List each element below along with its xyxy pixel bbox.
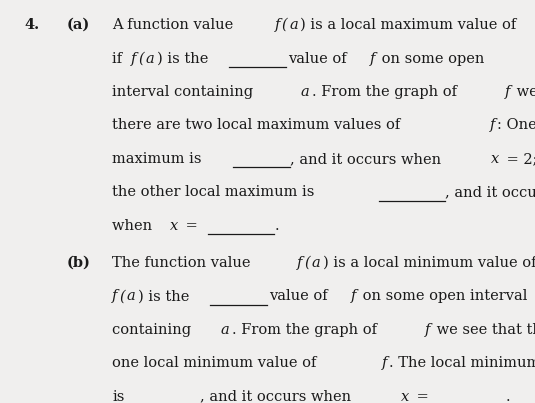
Text: ) is the: ) is the [138,289,189,303]
Text: f: f [132,52,137,66]
Text: .: . [274,219,279,233]
Text: value of: value of [288,52,351,66]
Text: there are two local maximum values of: there are two local maximum values of [112,118,405,133]
Text: when: when [112,219,157,233]
Text: . From the graph of: . From the graph of [232,323,381,337]
Text: , and it occurs when: , and it occurs when [291,152,446,166]
Text: f: f [275,18,280,32]
Text: a: a [220,323,229,337]
Text: f: f [425,323,430,337]
Text: a: a [289,18,298,32]
Text: (: ( [304,256,310,270]
Text: = 2;: = 2; [502,152,535,166]
Text: (: ( [282,18,287,32]
Text: f: f [351,289,356,303]
Text: the other local maximum is: the other local maximum is [112,185,315,199]
Text: is: is [112,390,125,403]
Text: . From the graph of: . From the graph of [312,85,461,99]
Text: f: f [370,52,376,66]
Text: a: a [127,289,135,303]
Text: maximum is: maximum is [112,152,202,166]
Text: a: a [311,256,320,270]
Text: one local minimum value of: one local minimum value of [112,356,322,370]
Text: f: f [382,356,387,370]
Text: if: if [112,52,127,66]
Text: , and it occurs when: , and it occurs when [200,390,356,403]
Text: f: f [297,256,302,270]
Text: x: x [170,219,178,233]
Text: we see that: we see that [511,85,535,99]
Text: f: f [112,289,118,303]
Text: containing: containing [112,323,196,337]
Text: : One local: : One local [497,118,535,133]
Text: =: = [412,390,429,403]
Text: A function value: A function value [112,18,238,32]
Text: ) is a local minimum value of: ) is a local minimum value of [323,256,535,270]
Text: ) is a local maximum value of: ) is a local maximum value of [301,18,521,32]
Text: f: f [505,85,510,99]
Text: ) is the: ) is the [157,52,209,66]
Text: (: ( [119,289,125,303]
Text: =: = [181,219,197,233]
Text: f: f [490,118,495,133]
Text: The function value: The function value [112,256,256,270]
Text: on some open interval: on some open interval [358,289,528,303]
Text: x: x [401,390,409,403]
Text: x: x [491,152,500,166]
Text: (a): (a) [67,18,90,32]
Text: we see that there is: we see that there is [432,323,535,337]
Text: a: a [146,52,155,66]
Text: on some open: on some open [377,52,484,66]
Text: 4.: 4. [24,18,39,32]
Text: . The local minimum value: . The local minimum value [389,356,535,370]
Text: , and it occurs: , and it occurs [446,185,535,199]
Text: (b): (b) [67,256,91,270]
Text: (: ( [139,52,144,66]
Text: interval containing: interval containing [112,85,258,99]
Text: a: a [301,85,309,99]
Text: value of: value of [270,289,333,303]
Text: .: . [506,390,510,403]
